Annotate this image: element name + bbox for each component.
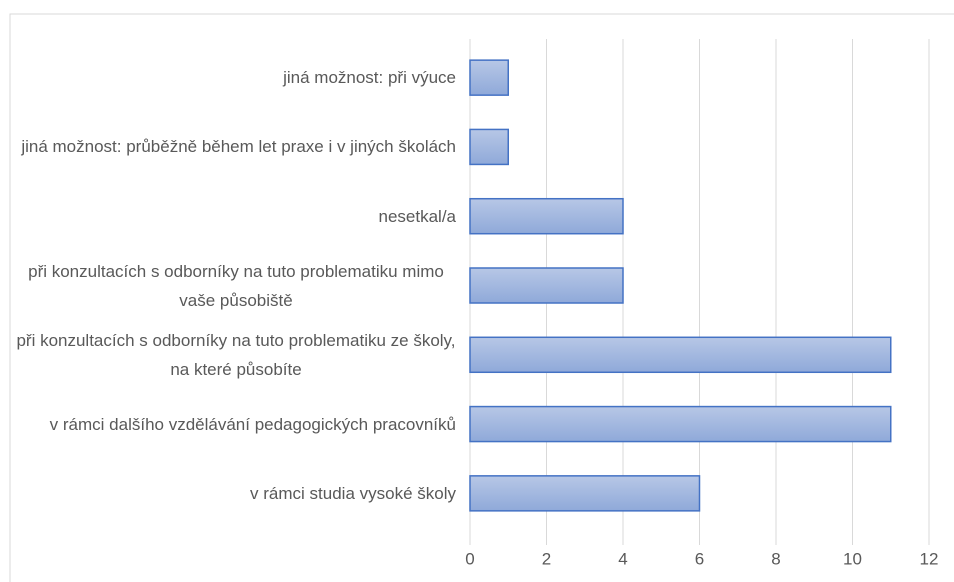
y-tick-label-box: při konzultacích s odborníky na tuto pro… — [16, 256, 456, 316]
bar — [469, 475, 701, 512]
bar — [469, 336, 892, 374]
y-tick-label: nesetkal/a — [378, 206, 457, 226]
bar — [469, 59, 509, 96]
x-tick-label: 12 — [920, 549, 939, 568]
y-tick-label: v rámci studia vysoké školy — [250, 483, 456, 503]
chart-border — [9, 13, 954, 582]
y-tick-label: jiná možnost: průběžně během let praxe i… — [21, 137, 456, 157]
bar — [469, 197, 624, 235]
x-tick-label: 8 — [771, 549, 780, 568]
y-tick-label: jiná možnost: při výuce — [283, 68, 456, 88]
y-tick-label-box: jiná možnost: průběžně během let praxe i… — [16, 117, 456, 177]
y-tick-label-box: jiná možnost: při výuce — [16, 48, 456, 108]
x-tick-label: 4 — [618, 549, 627, 568]
y-tick-label-box: v rámci dalšího vzdělávání pedagogických… — [16, 394, 456, 454]
x-tick-label: 10 — [843, 549, 862, 568]
x-tick-label: 6 — [695, 549, 704, 568]
y-tick-label: při konzultacích s odborníky na tuto pro… — [28, 261, 444, 310]
bar — [469, 267, 624, 304]
bar — [469, 128, 509, 166]
y-tick-label-box: při konzultacích s odborníky na tuto pro… — [16, 325, 456, 385]
y-tick-label: v rámci dalšího vzdělávání pedagogických… — [49, 414, 456, 434]
x-tick-label: 2 — [542, 549, 551, 568]
x-tick-label: 0 — [465, 549, 474, 568]
y-tick-label: při konzultacích s odborníky na tuto pro… — [16, 330, 456, 379]
y-tick-label-box: nesetkal/a — [16, 186, 457, 246]
y-tick-label-box: v rámci studia vysoké školy — [16, 463, 456, 523]
bar — [469, 405, 892, 443]
